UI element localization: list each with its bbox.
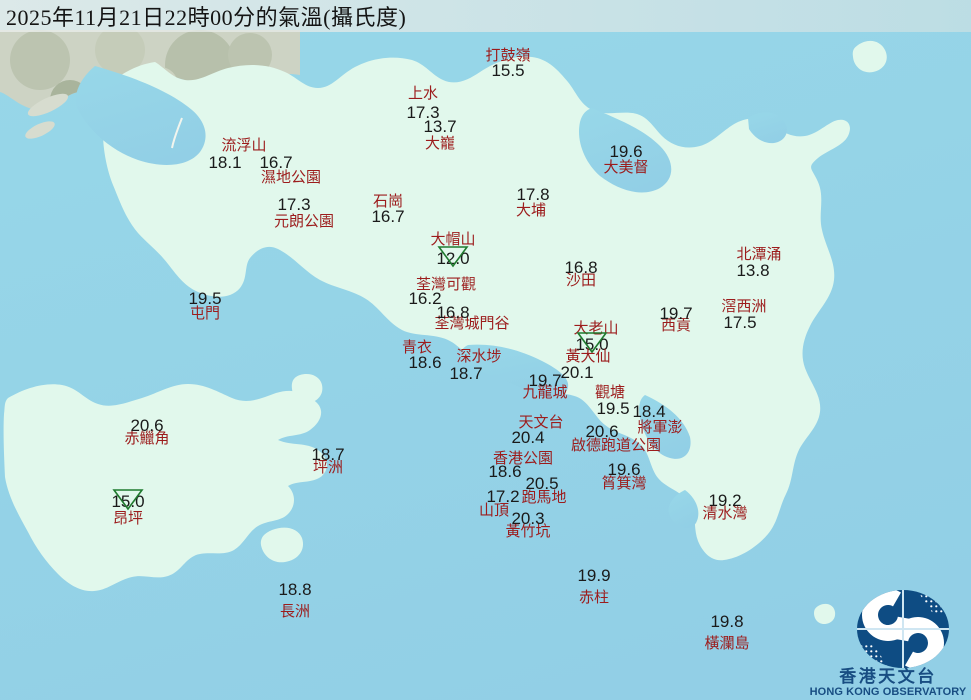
svg-text:13.7: 13.7 (423, 117, 456, 136)
svg-text:19.6: 19.6 (607, 460, 640, 479)
svg-text:15.5: 15.5 (491, 61, 524, 80)
svg-text:19.7: 19.7 (659, 304, 692, 323)
svg-text:元朗公園: 元朗公園 (274, 213, 334, 230)
svg-text:20.6: 20.6 (585, 422, 618, 441)
svg-text:17.8: 17.8 (516, 185, 549, 204)
svg-text:20.6: 20.6 (130, 416, 163, 435)
svg-text:橫瀾島: 橫瀾島 (704, 635, 749, 652)
svg-text:18.1: 18.1 (208, 153, 241, 172)
svg-text:16.8: 16.8 (564, 258, 597, 277)
svg-text:20.1: 20.1 (560, 363, 593, 382)
svg-text:20.5: 20.5 (525, 474, 558, 493)
svg-text:將軍澎: 將軍澎 (637, 419, 682, 436)
svg-text:17.3: 17.3 (277, 195, 310, 214)
svg-text:赤柱: 赤柱 (579, 589, 609, 606)
svg-text:大美督: 大美督 (603, 159, 648, 176)
svg-text:19.7: 19.7 (528, 371, 561, 390)
svg-text:昂坪: 昂坪 (113, 510, 143, 527)
svg-text:16.8: 16.8 (436, 303, 469, 322)
svg-text:19.8: 19.8 (710, 612, 743, 631)
svg-text:20.3: 20.3 (511, 509, 544, 528)
svg-text:19.6: 19.6 (609, 142, 642, 161)
svg-text:18.7: 18.7 (311, 445, 344, 464)
svg-text:13.8: 13.8 (736, 261, 769, 280)
svg-text:上水: 上水 (408, 85, 438, 102)
svg-text:19.9: 19.9 (577, 566, 610, 585)
svg-text:18.4: 18.4 (632, 402, 665, 421)
svg-text:19.5: 19.5 (188, 289, 221, 308)
svg-text:16.7: 16.7 (371, 207, 404, 226)
svg-text:19.2: 19.2 (708, 491, 741, 510)
svg-text:長洲: 長洲 (280, 604, 310, 620)
svg-text:19.5: 19.5 (596, 399, 629, 418)
svg-text:大埔: 大埔 (516, 202, 546, 219)
svg-text:流浮山: 流浮山 (221, 137, 266, 154)
svg-text:17.2: 17.2 (486, 487, 519, 506)
svg-text:20.4: 20.4 (511, 428, 544, 447)
svg-text:深水埗: 深水埗 (456, 348, 501, 365)
svg-text:18.6: 18.6 (408, 353, 441, 372)
svg-text:18.7: 18.7 (449, 364, 482, 383)
svg-text:大巃: 大巃 (425, 135, 455, 152)
svg-text:16.7: 16.7 (259, 153, 292, 172)
svg-text:18.6: 18.6 (488, 462, 521, 481)
svg-text:17.5: 17.5 (723, 313, 756, 332)
svg-text:18.8: 18.8 (278, 580, 311, 599)
svg-text:大帽山: 大帽山 (430, 231, 475, 248)
